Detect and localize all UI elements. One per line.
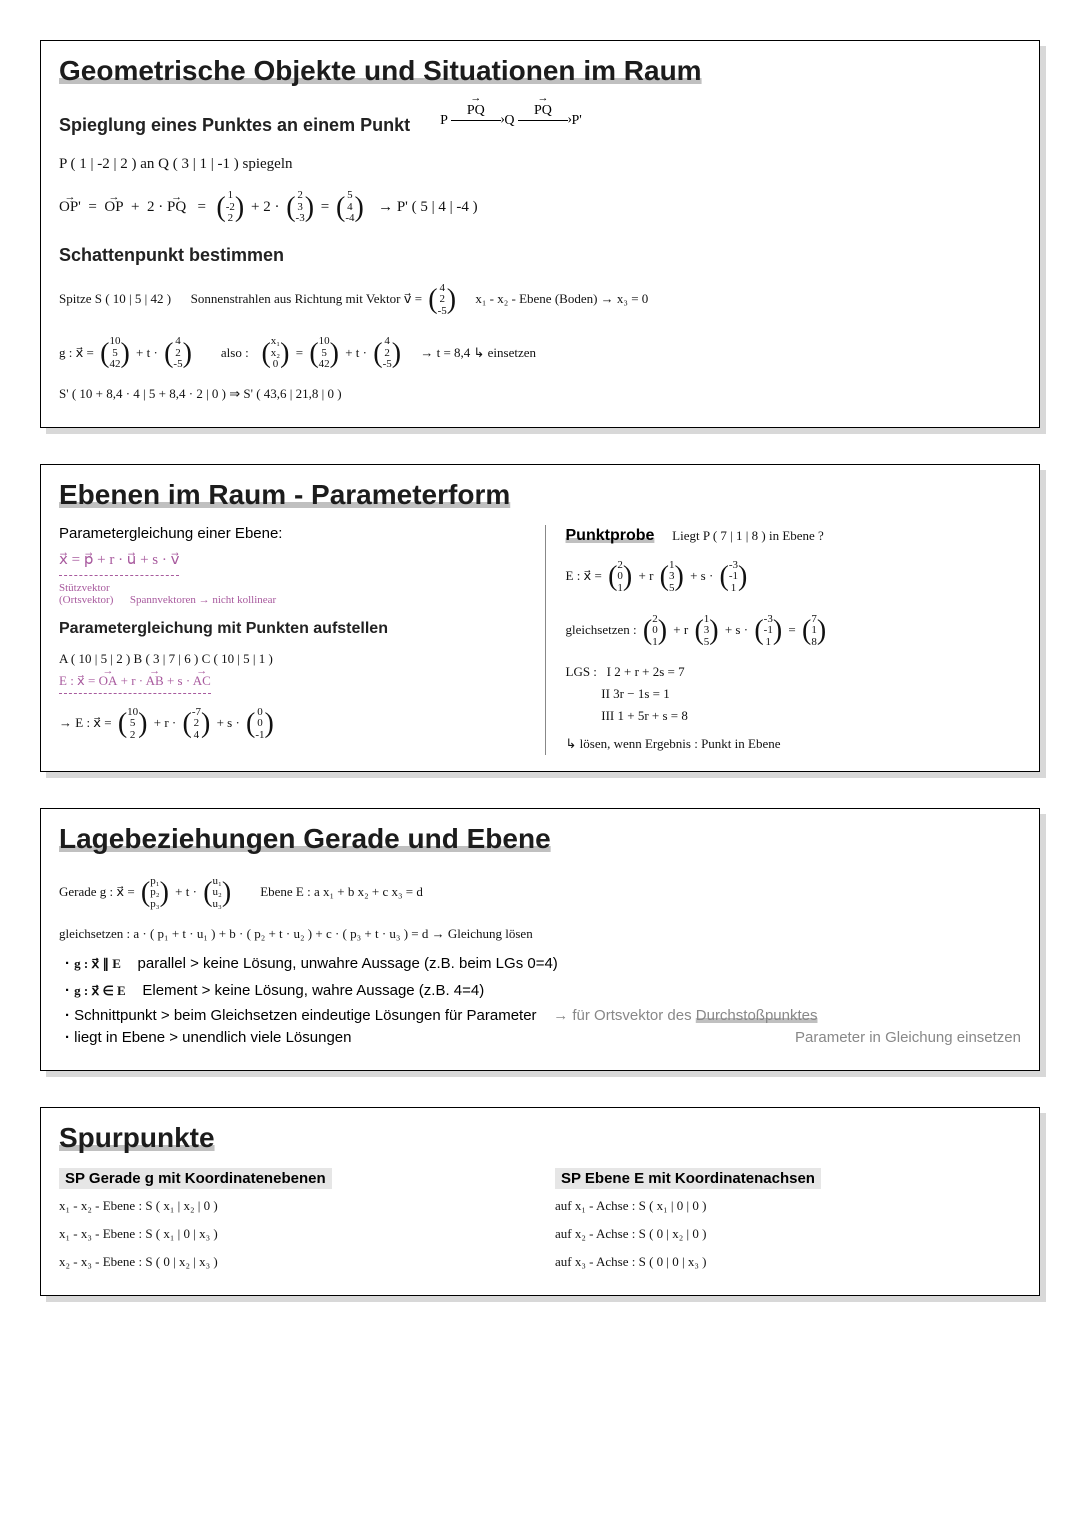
card-line-plane-relations: Lagebeziehungen Gerade und Ebene Gerade … (40, 808, 1040, 1071)
shadow-spitze: Spitze S ( 10 | 5 | 42 ) (59, 291, 171, 306)
lgs-2: II 3r − 1s = 1 (601, 686, 669, 701)
diag-p: P (440, 113, 447, 128)
punktprobe-q: Liegt P ( 7 | 1 | 8 ) in Ebene ? (672, 528, 824, 543)
lgs-h: LGS : (566, 664, 597, 679)
reflect-given: P ( 1 | -2 | 2 ) an Q ( 3 | 1 | -1 ) spi… (59, 152, 1021, 178)
diag-pq-2: PQ (534, 103, 552, 119)
param-eq: x⃗ = p⃗ + r · u⃗ + s · v⃗ (59, 548, 179, 576)
punktprobe-lgs: LGS : I 2 + r + 2s = 7 II 3r − 1s = 1 II… (566, 661, 1022, 727)
bullet-parallel: g : x⃗ ∥ E parallel > keine Lösung, unwa… (65, 953, 1021, 975)
sl1: x₁ - x₂ - Ebene : S ( x₁ | x₂ | 0 ) (59, 1195, 525, 1217)
b3: Schnittpunkt > beim Gleichsetzen eindeut… (74, 1007, 536, 1024)
b3-2: Parameter in Gleichung einsetzen (795, 1029, 1021, 1046)
shadow-sun: Sonnenstrahlen aus Richtung mit Vektor v… (191, 291, 422, 306)
sr3: auf x₃ - Achse : S ( 0 | 0 | x₃ ) (555, 1251, 1021, 1273)
punktprobe-e: E : x⃗ = 201 + r 135 + s · -3-11 (566, 553, 1022, 601)
card-planes-param: Ebenen im Raum - Parameterform Parameter… (40, 464, 1040, 772)
param-eq-heading: Parametergleichung einer Ebene: (59, 525, 515, 542)
reflect-equation: OP' = OP + 2 · PQ = 1-22 + 2 · 23-3 = 54… (59, 184, 1021, 232)
b1a: g : x⃗ ∥ E (74, 956, 121, 971)
spur-right-h: SP Ebene E mit Koordinatenachsen (555, 1168, 821, 1189)
rel-bullets: g : x⃗ ∥ E parallel > keine Lösung, unwa… (59, 953, 1021, 1046)
spur-right: SP Ebene E mit Koordinatenachsen auf x₁ … (555, 1168, 1021, 1279)
pp-gs-label: gleichsetzen : (566, 622, 637, 637)
param-res-pre: → E : x⃗ = (59, 715, 112, 730)
rel-ebene: Ebene E : a x₁ + b x₂ + c x₃ = d (260, 884, 423, 899)
rel-gerade: Gerade g : x⃗ = (59, 884, 135, 899)
reflect-result: → P' ( 5 | 4 | -4 ) (378, 199, 478, 215)
title-4: Spurpunkte (59, 1122, 1021, 1154)
b3arrow: → für Ortsvektor des (553, 1007, 691, 1024)
b1b: parallel > keine Lösung, unwahre Aussage… (138, 955, 558, 972)
shadow-g: g : x⃗ = (59, 344, 94, 359)
param-right-col: Punktprobe Liegt P ( 7 | 1 | 8 ) in Eben… (545, 525, 1022, 755)
spur-left: SP Gerade g mit Koordinatenebenen x₁ - x… (59, 1168, 525, 1279)
param-left-col: Parametergleichung einer Ebene: x⃗ = p⃗ … (59, 525, 515, 755)
punktprobe-h: Punktprobe (566, 527, 655, 544)
pp-e-pre: E : x⃗ = (566, 568, 602, 583)
b2a: g : x⃗ ∈ E (74, 983, 126, 998)
sl3: x₂ - x₃ - Ebene : S ( 0 | x₂ | x₃ ) (59, 1251, 525, 1273)
card-geometric-objects: Geometrische Objekte und Situationen im … (40, 40, 1040, 428)
title-1: Geometrische Objekte und Situationen im … (59, 55, 1021, 87)
sr1: auf x₁ - Achse : S ( x₁ | 0 | 0 ) (555, 1195, 1021, 1217)
annot-stuetz: Stützvektor (59, 582, 110, 594)
reflection-diagram: P PQ › Q PQ › P' (440, 113, 582, 129)
diag-pprime: P' (572, 113, 582, 128)
punktprobe-gs: gleichsetzen : 201 + r 135 + s · -3-11 =… (566, 607, 1022, 655)
shadow-line3: S' ( 10 + 8,4 · 4 | 5 + 8,4 · 2 | 0 ) ⇒ … (59, 383, 1021, 405)
shadow-line1: Spitze S ( 10 | 5 | 42 ) Sonnenstrahlen … (59, 276, 1021, 324)
diag-pq-1: PQ (467, 103, 485, 119)
rel-line1: Gerade g : x⃗ = p₁p₂p₃ + t · u₁u₂u₃ Eben… (59, 869, 1021, 917)
diag-q: Q (504, 113, 514, 128)
param-result: → E : x⃗ = 1052 + r · -724 + s · 00-1 (59, 700, 515, 748)
param-form: E : x⃗ = OA + r · AB + s · AC (59, 670, 211, 694)
sr2: auf x₂ - Achse : S ( 0 | x₂ | 0 ) (555, 1223, 1021, 1245)
shadow-also: also : (221, 344, 249, 359)
punktprobe-row: Punktprobe Liegt P ( 7 | 1 | 8 ) in Eben… (566, 525, 1022, 547)
card-spurpunkte: Spurpunkte SP Gerade g mit Koordinateneb… (40, 1107, 1040, 1296)
subtitle-reflection: Spieglung eines Punktes an einem Punkt (59, 115, 410, 136)
bullet-schnitt: Schnittpunkt > beim Gleichsetzen eindeut… (65, 1007, 1021, 1024)
lgs-1: I 2 + r + 2s = 7 (607, 664, 685, 679)
shadow-plane: x₁ - x₂ - Ebene (Boden) → x₃ = 0 (475, 291, 648, 306)
bullet-element: g : x⃗ ∈ E Element > keine Lösung, wahre… (65, 980, 1021, 1002)
param-points-heading: Parametergleichung mit Punkten aufstelle… (59, 620, 515, 638)
b4: liegt in Ebene > unendlich viele Lösunge… (74, 1029, 351, 1046)
title-3: Lagebeziehungen Gerade und Ebene (59, 823, 1021, 855)
punktprobe-end: ↳ lösen, wenn Ergebnis : Punkt in Ebene (566, 733, 1022, 755)
spur-left-h: SP Gerade g mit Koordinatenebenen (59, 1168, 332, 1189)
subtitle-shadow: Schattenpunkt bestimmen (59, 245, 1021, 266)
annot-spann: Spannvektoren → nicht kollinear (130, 594, 276, 606)
param-points: A ( 10 | 5 | 2 ) B ( 3 | 7 | 6 ) C ( 10 … (59, 648, 515, 670)
lgs-3: III 1 + 5r + s = 8 (601, 708, 688, 723)
annot-orts: (Ortsvektor) (59, 594, 113, 606)
b2b: Element > keine Lösung, wahre Aussage (z… (142, 982, 484, 999)
rel-line2: gleichsetzen : a · ( p₁ + t · u₁ ) + b ·… (59, 923, 1021, 945)
shadow-t: → t = 8,4 ↳ einsetzen (420, 344, 536, 359)
b3hl: Durchstoßpunktes (696, 1007, 818, 1024)
title-2: Ebenen im Raum - Parameterform (59, 479, 1021, 511)
bullet-inplane: liegt in Ebene > unendlich viele Lösunge… (65, 1029, 1021, 1046)
param-annot: Stützvektor (Ortsvektor) Spannvektoren →… (59, 582, 515, 606)
sl2: x₁ - x₃ - Ebene : S ( x₁ | 0 | x₃ ) (59, 1223, 525, 1245)
shadow-line2: g : x⃗ = 10542 + t · 42-5 also : x₁x₂0 =… (59, 330, 1021, 378)
